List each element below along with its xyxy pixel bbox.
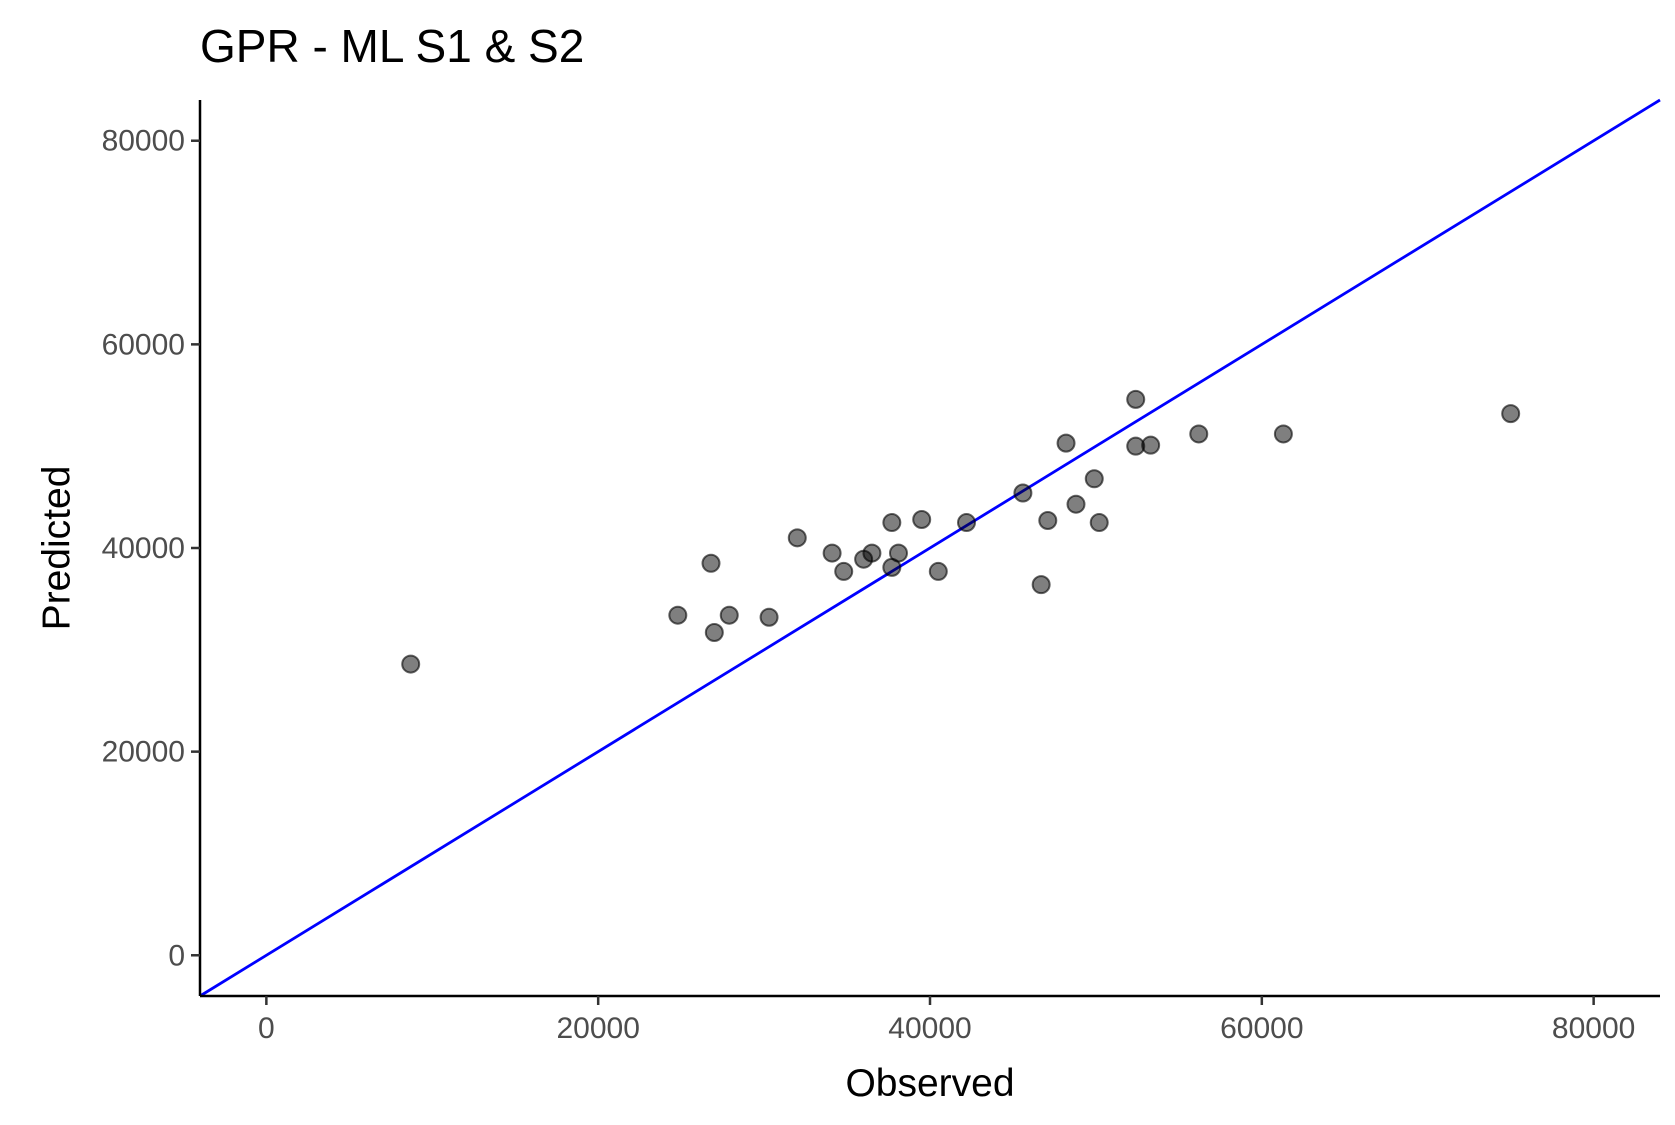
data-point xyxy=(928,561,948,581)
data-point xyxy=(401,654,421,674)
data-point xyxy=(1089,513,1109,533)
data-point xyxy=(1066,494,1086,514)
data-point xyxy=(1056,433,1076,453)
x-tick-label: 60000 xyxy=(1220,1012,1303,1045)
points-layer xyxy=(401,389,1521,674)
data-point xyxy=(1501,404,1521,424)
x-axis-title: Observed xyxy=(845,1062,1014,1105)
data-point xyxy=(834,561,854,581)
data-point xyxy=(759,607,779,627)
data-point xyxy=(912,509,932,529)
y-axis-title: Predicted xyxy=(36,466,79,631)
data-point xyxy=(1038,511,1058,531)
x-axis-ticks: 0 20000 40000 60000 80000 xyxy=(258,996,1635,1045)
data-point xyxy=(1141,435,1161,455)
data-point xyxy=(888,543,908,563)
data-point xyxy=(957,513,976,533)
data-point xyxy=(882,513,902,533)
data-point xyxy=(719,605,739,625)
data-point xyxy=(1126,389,1146,409)
data-point xyxy=(1013,483,1033,503)
y-tick-label: 20000 xyxy=(102,736,185,769)
data-point xyxy=(668,605,688,625)
data-point xyxy=(787,528,807,548)
x-tick-label: 20000 xyxy=(556,1012,639,1045)
data-point xyxy=(1273,424,1293,444)
x-tick-label: 40000 xyxy=(888,1012,971,1045)
reference-line xyxy=(199,98,1661,998)
y-tick-label: 40000 xyxy=(102,532,185,565)
y-tick-label: 0 xyxy=(168,939,185,972)
data-point xyxy=(701,553,721,573)
data-point xyxy=(1084,469,1104,489)
chart-title: GPR - ML S1 & S2 xyxy=(200,20,584,72)
data-point xyxy=(1189,424,1209,444)
y-axis-ticks: 0 20000 40000 60000 80000 xyxy=(102,125,200,972)
y-tick-label: 80000 xyxy=(102,125,185,158)
x-tick-label: 0 xyxy=(258,1012,275,1045)
x-tick-label: 80000 xyxy=(1552,1012,1635,1045)
data-point xyxy=(822,543,842,563)
y-tick-label: 60000 xyxy=(102,328,185,361)
data-point xyxy=(862,543,882,563)
plot-area xyxy=(199,98,1661,998)
data-point xyxy=(704,623,724,643)
data-point xyxy=(1031,575,1051,595)
